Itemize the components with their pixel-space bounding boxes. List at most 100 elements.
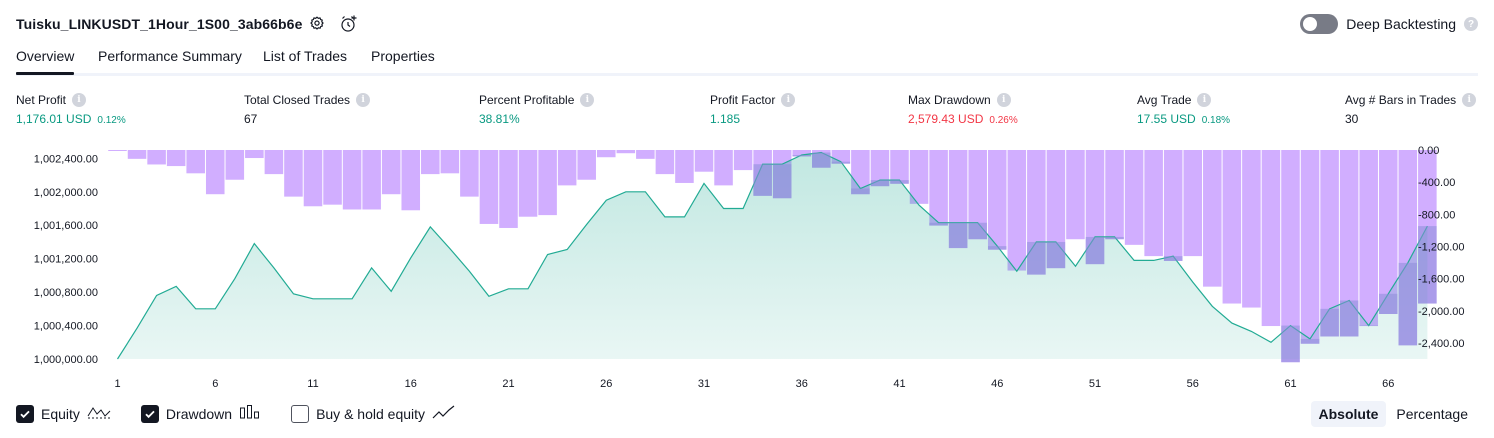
percentage-button[interactable]: Percentage: [1396, 406, 1468, 422]
drawdown-bar: [596, 150, 616, 158]
drawdown-overlap-bar: [1339, 300, 1359, 337]
metric-value: 1,176.01 USD: [16, 112, 92, 126]
drawdown-bar: [616, 150, 636, 154]
drawdown-overlap-bar: [1281, 325, 1300, 363]
drawdown-bar: [245, 150, 264, 159]
drawdown-bar: [655, 150, 675, 175]
drawdown-axis: 0.00 -400.00 -800.00 -1,200.00 -1,600.00 -2,0…: [1418, 145, 1464, 350]
drawdown-bar: [909, 150, 929, 204]
x-tick-label: 26: [600, 378, 612, 390]
metric-label: Avg Trade: [1137, 93, 1192, 107]
drawdown-bar: [1222, 150, 1242, 304]
deep-backtesting-toggle[interactable]: [1300, 14, 1339, 34]
drawdown-tick-label: -2,000.00: [1418, 306, 1464, 318]
drawdown-bar: [499, 150, 518, 228]
drawdown-bar: [518, 150, 538, 217]
drawdown-overlap-bar: [987, 246, 1007, 250]
strategy-name: Tuisku_LINKUSDT_1Hour_1S00_3ab66b6e: [16, 16, 303, 32]
drawdown-overlap-bar: [851, 188, 870, 195]
tab-overview[interactable]: Overview: [16, 48, 75, 75]
help-icon[interactable]: ?: [1464, 17, 1478, 31]
drawdown-bar: [577, 150, 596, 180]
metric-value: 17.55 USD: [1137, 112, 1196, 126]
tab-list-of-trades[interactable]: List of Trades: [263, 48, 348, 64]
legend-buy-hold[interactable]: Buy & hold equity: [291, 404, 456, 425]
scale-mode-switch: Absolute Percentage: [1309, 400, 1477, 428]
equity-axis: 1,002,400.00 1,002,000.00 1,001,600.00 1,00…: [34, 153, 98, 366]
drawdown-overlap-bar: [968, 222, 987, 240]
drawdown-overlap-bar: [1163, 256, 1183, 261]
drawdown-overlap-bar: [1398, 262, 1418, 346]
drawdown-overlap-bar: [1046, 241, 1066, 269]
x-tick-label: 6: [212, 378, 218, 390]
drawdown-bar: [636, 150, 655, 159]
x-tick-label: 1: [114, 378, 120, 390]
info-icon[interactable]: i: [72, 93, 87, 107]
drawdown-bar: [147, 150, 166, 165]
legend-label: Buy & hold equity: [316, 406, 426, 422]
drawdown-bar: [440, 150, 460, 174]
drawdown-bar: [557, 150, 577, 186]
drawdown-overlap-bar: [890, 180, 909, 184]
metric-avg-trade: Avg Trade i 17.55 USD 0.18%: [1137, 93, 1230, 126]
buy-hold-checkbox[interactable]: [291, 405, 310, 423]
drawdown-bar: [1281, 150, 1300, 363]
x-tick-label: 11: [307, 378, 318, 390]
drawdown-bar: [675, 150, 694, 183]
drawdown-overlap-bar: [1320, 308, 1339, 337]
deep-backtesting-control: Deep Backtesting ?: [1300, 12, 1478, 36]
absolute-button[interactable]: Absolute: [1310, 401, 1387, 427]
legend-equity[interactable]: Equity: [16, 404, 111, 425]
gear-icon[interactable]: [306, 13, 328, 35]
drawdown-bar: [127, 150, 147, 159]
drawdown-bar: [714, 150, 733, 186]
chart-legend: Equity Drawdown Buy & hold equity: [16, 403, 486, 425]
tab-performance-summary[interactable]: Performance Summary: [98, 48, 242, 64]
add-alert-icon[interactable]: [338, 13, 360, 35]
drawdown-overlap-bar: [948, 222, 968, 249]
equity-tick-label: 1,000,800.00: [34, 287, 98, 299]
x-tick-label: 61: [1284, 378, 1296, 390]
equity-line: [116, 151, 1428, 360]
tab-properties[interactable]: Properties: [371, 48, 435, 64]
drawdown-tick-label: -1,200.00: [1418, 241, 1464, 253]
x-tick-label: 21: [502, 378, 514, 390]
toggle-knob: [1303, 17, 1318, 31]
drawdown-bar: [1007, 150, 1027, 271]
equity-drawdown-chart[interactable]: 1,002,400.00 1,002,000.00 1,001,600.00 1,00…: [0, 140, 1494, 395]
drawdown-bar: [1163, 150, 1183, 261]
equity-tick-label: 1,002,400.00: [34, 153, 98, 165]
drawdown-overlap-bar: [1027, 241, 1046, 275]
metric-value: 38.81%: [479, 112, 520, 126]
drawdown-overlap-bar: [1300, 338, 1320, 344]
drawdown-tick-label: -2,400.00: [1418, 338, 1464, 350]
info-icon[interactable]: i: [996, 93, 1011, 107]
x-tick-label: 56: [1187, 378, 1199, 390]
strategy-header: Tuisku_LINKUSDT_1Hour_1S00_3ab66b6e Deep…: [16, 12, 1478, 36]
x-tick-label: 66: [1382, 378, 1394, 390]
legend-label: Equity: [41, 406, 80, 422]
drawdown-bar: [1320, 150, 1339, 337]
x-tick-label: 41: [893, 378, 905, 390]
drawdown-overlap-bar: [1378, 293, 1398, 314]
metric-label: Total Closed Trades: [244, 93, 351, 107]
drawdown-bar: [1300, 150, 1320, 344]
drawdown-bar: [694, 150, 714, 172]
drawdown-bar: [1183, 150, 1203, 257]
drawdown-bar: [108, 150, 127, 151]
info-icon[interactable]: i: [1462, 93, 1477, 107]
equity-checkbox[interactable]: [16, 405, 34, 423]
legend-drawdown[interactable]: Drawdown: [140, 404, 261, 425]
info-icon[interactable]: i: [781, 93, 796, 107]
drawdown-bar: [421, 150, 440, 175]
equity-area: [117, 152, 1428, 359]
info-icon[interactable]: i: [1197, 93, 1212, 107]
drawdown-bar: [1261, 150, 1281, 327]
info-icon[interactable]: i: [356, 93, 371, 107]
drawdown-bar: [362, 150, 381, 210]
drawdown-bar: [1066, 150, 1085, 240]
drawdown-bar: [186, 150, 205, 174]
info-icon[interactable]: i: [580, 93, 595, 107]
drawdown-bar: [1339, 150, 1359, 337]
drawdown-checkbox[interactable]: [140, 405, 159, 423]
